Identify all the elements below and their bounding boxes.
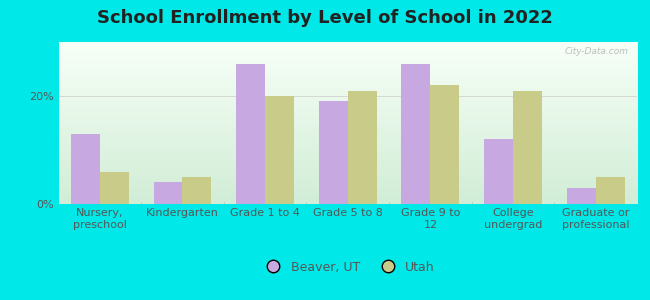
Bar (71, 134, 100, 204)
Legend: Beaver, UT, Utah: Beaver, UT, Utah (256, 256, 439, 279)
Bar (430, 85, 460, 204)
Bar (348, 91, 377, 204)
Bar (484, 139, 513, 204)
Bar (236, 64, 265, 204)
Bar (153, 182, 183, 204)
Text: City-Data.com: City-Data.com (564, 47, 629, 56)
Bar (265, 96, 294, 204)
Bar (183, 177, 211, 204)
Bar (318, 101, 348, 204)
Bar (595, 177, 625, 204)
Bar (513, 91, 542, 204)
Bar (402, 64, 430, 204)
Text: School Enrollment by Level of School in 2022: School Enrollment by Level of School in … (97, 9, 553, 27)
Bar (100, 172, 129, 204)
Bar (567, 188, 595, 204)
